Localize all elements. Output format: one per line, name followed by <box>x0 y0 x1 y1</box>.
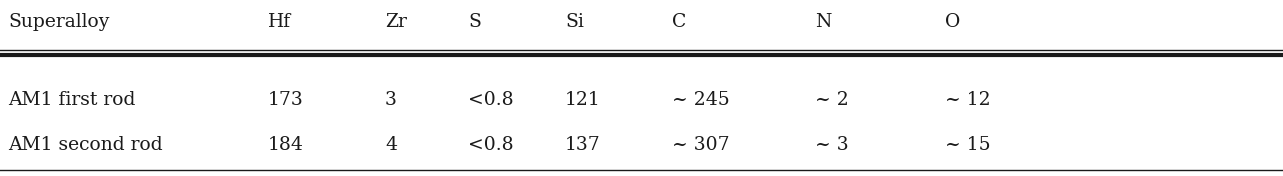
Text: 137: 137 <box>565 136 600 154</box>
Text: S: S <box>468 13 481 31</box>
Text: 173: 173 <box>268 91 304 109</box>
Text: ~ 15: ~ 15 <box>946 136 990 154</box>
Text: Si: Si <box>565 13 584 31</box>
Text: Zr: Zr <box>385 13 407 31</box>
Text: Superalloy: Superalloy <box>8 13 109 31</box>
Text: <0.8: <0.8 <box>468 91 513 109</box>
Text: ~ 12: ~ 12 <box>946 91 990 109</box>
Text: ~ 2: ~ 2 <box>815 91 849 109</box>
Text: 121: 121 <box>565 91 600 109</box>
Text: AM1 second rod: AM1 second rod <box>8 136 163 154</box>
Text: ~ 307: ~ 307 <box>672 136 730 154</box>
Text: <0.8: <0.8 <box>468 136 513 154</box>
Text: N: N <box>815 13 831 31</box>
Text: ~ 245: ~ 245 <box>672 91 730 109</box>
Text: 3: 3 <box>385 91 396 109</box>
Text: O: O <box>946 13 960 31</box>
Text: 4: 4 <box>385 136 396 154</box>
Text: AM1 first rod: AM1 first rod <box>8 91 136 109</box>
Text: Hf: Hf <box>268 13 291 31</box>
Text: 184: 184 <box>268 136 304 154</box>
Text: ~ 3: ~ 3 <box>815 136 848 154</box>
Text: C: C <box>672 13 686 31</box>
